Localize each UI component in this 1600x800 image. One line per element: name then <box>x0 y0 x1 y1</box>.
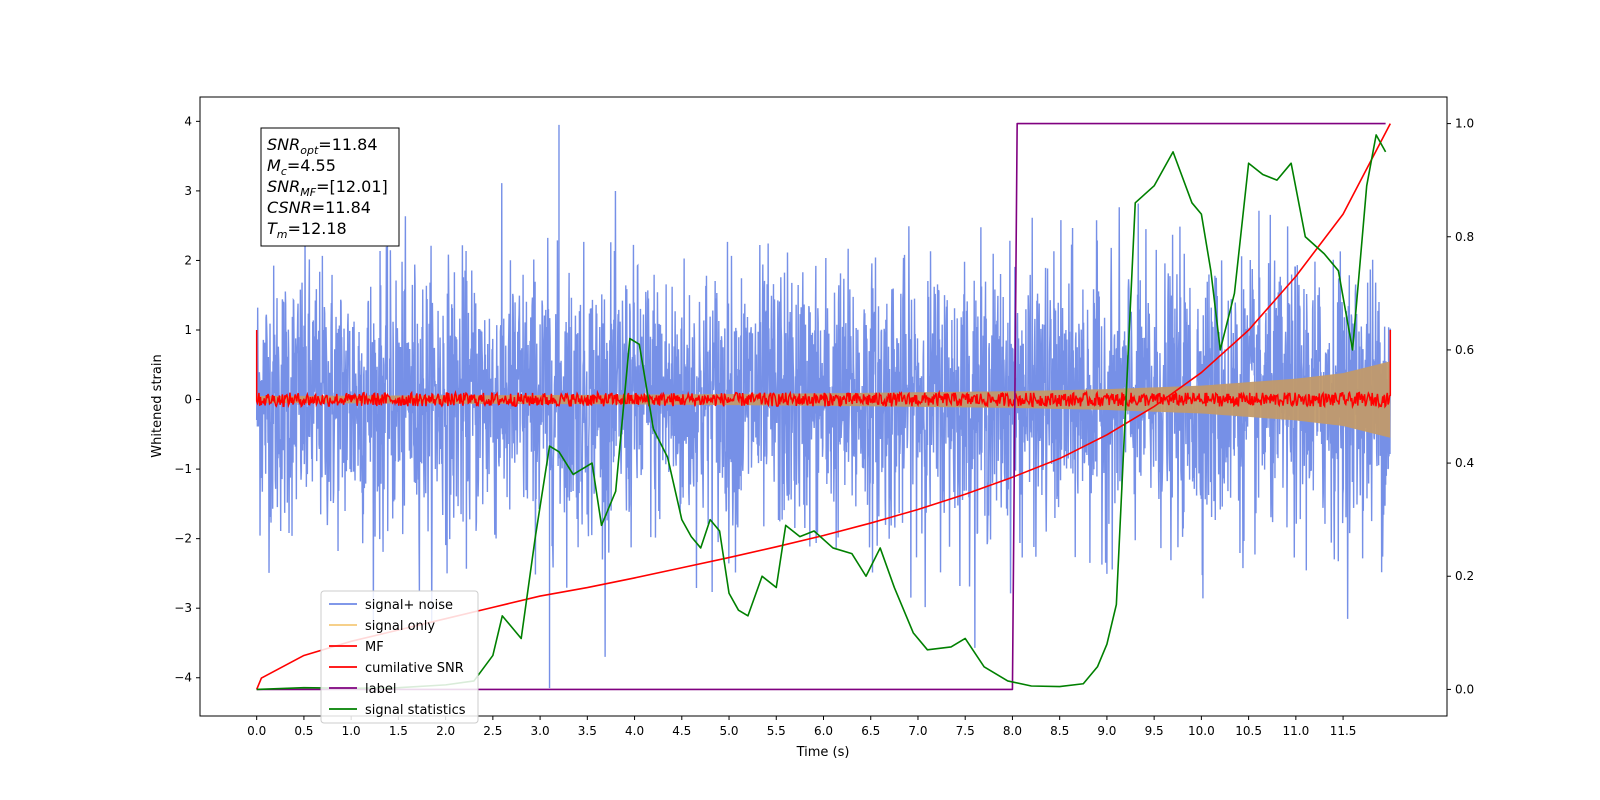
y-axis-left: −4 −3 −2 −1 0 1 2 3 4 <box>174 114 200 685</box>
x-tick-label: 5.5 <box>767 724 786 738</box>
legend-label: signal statistics <box>365 703 466 718</box>
x-tick-label: 8.0 <box>1003 724 1022 738</box>
legend: signal+ noise signal only MF cumilative SNR… <box>320 590 479 724</box>
info-line: CSNR=11.84 <box>267 198 371 217</box>
x-tick-label: 9.0 <box>1097 724 1116 738</box>
x-tick-label: 9.5 <box>1145 724 1164 738</box>
x-tick-label: 0.5 <box>294 724 313 738</box>
info-line: Tm=12.18 <box>267 219 347 241</box>
legend-frame <box>320 590 479 724</box>
x-tick-label: 5.0 <box>719 724 738 738</box>
y-axis-label: Whitened strain <box>150 354 165 457</box>
y-tick-label: 2 <box>184 253 192 267</box>
y-axis-right: 0.0 0.2 0.4 0.6 0.8 1.0 <box>1447 117 1474 696</box>
y-tick-label: 3 <box>184 184 192 198</box>
x-tick-label: 10.5 <box>1235 724 1262 738</box>
x-tick-label: 1.0 <box>342 724 361 738</box>
x-axis: 0.0 0.5 1.0 1.5 2.0 2.5 3.0 3.5 4.0 4.5 5.0 5.5 6.0 6… <box>247 716 1356 738</box>
y2-tick-label: 0.4 <box>1455 456 1474 470</box>
info-line: SNRopt=11.84 <box>267 135 378 157</box>
y-tick-label: −4 <box>174 671 192 685</box>
x-tick-label: 2.0 <box>436 724 455 738</box>
x-tick-label: 1.5 <box>389 724 408 738</box>
x-tick-label: 10.0 <box>1188 724 1215 738</box>
x-axis-label: Time (s) <box>796 745 850 760</box>
x-tick-label: 0.0 <box>247 724 266 738</box>
y2-tick-label: 0.6 <box>1455 343 1474 357</box>
x-tick-label: 7.5 <box>956 724 975 738</box>
x-tick-label: 2.5 <box>483 724 502 738</box>
x-tick-label: 6.0 <box>814 724 833 738</box>
series-signal-statistics <box>256 134 1387 691</box>
x-tick-label: 11.0 <box>1282 724 1309 738</box>
legend-label: label <box>365 682 396 697</box>
x-tick-label: 11.5 <box>1330 724 1357 738</box>
info-box-frame <box>260 127 400 247</box>
y-tick-label: 1 <box>184 323 192 337</box>
info-line: SNRMF=[12.01] <box>267 177 388 199</box>
info-box: SNRopt=11.84Mc=4.55SNRMF=[12.01]CSNR=11.… <box>260 127 400 247</box>
info-line: Mc=4.55 <box>267 156 336 178</box>
x-tick-label: 3.0 <box>531 724 550 738</box>
x-tick-label: 3.5 <box>578 724 597 738</box>
x-tick-label: 4.0 <box>625 724 644 738</box>
x-tick-label: 8.5 <box>1050 724 1069 738</box>
y2-tick-label: 0.8 <box>1455 230 1474 244</box>
y-tick-label: 4 <box>184 114 192 128</box>
y2-tick-label: 0.0 <box>1455 682 1474 696</box>
y-tick-label: 0 <box>184 393 192 407</box>
legend-label: signal only <box>365 619 435 634</box>
y2-tick-label: 1.0 <box>1455 117 1474 131</box>
legend-label: cumilative SNR <box>365 661 464 676</box>
legend-label: signal+ noise <box>365 598 453 613</box>
x-tick-label: 7.0 <box>908 724 927 738</box>
series-label <box>256 122 1386 691</box>
y2-tick-label: 0.2 <box>1455 569 1474 583</box>
y-tick-label: −1 <box>174 462 192 476</box>
y-tick-label: −2 <box>174 532 192 546</box>
series-mf <box>255 329 1392 410</box>
x-tick-label: 6.5 <box>861 724 880 738</box>
legend-label: MF <box>365 640 384 655</box>
x-tick-label: 4.5 <box>672 724 691 738</box>
y-tick-label: −3 <box>174 601 192 615</box>
